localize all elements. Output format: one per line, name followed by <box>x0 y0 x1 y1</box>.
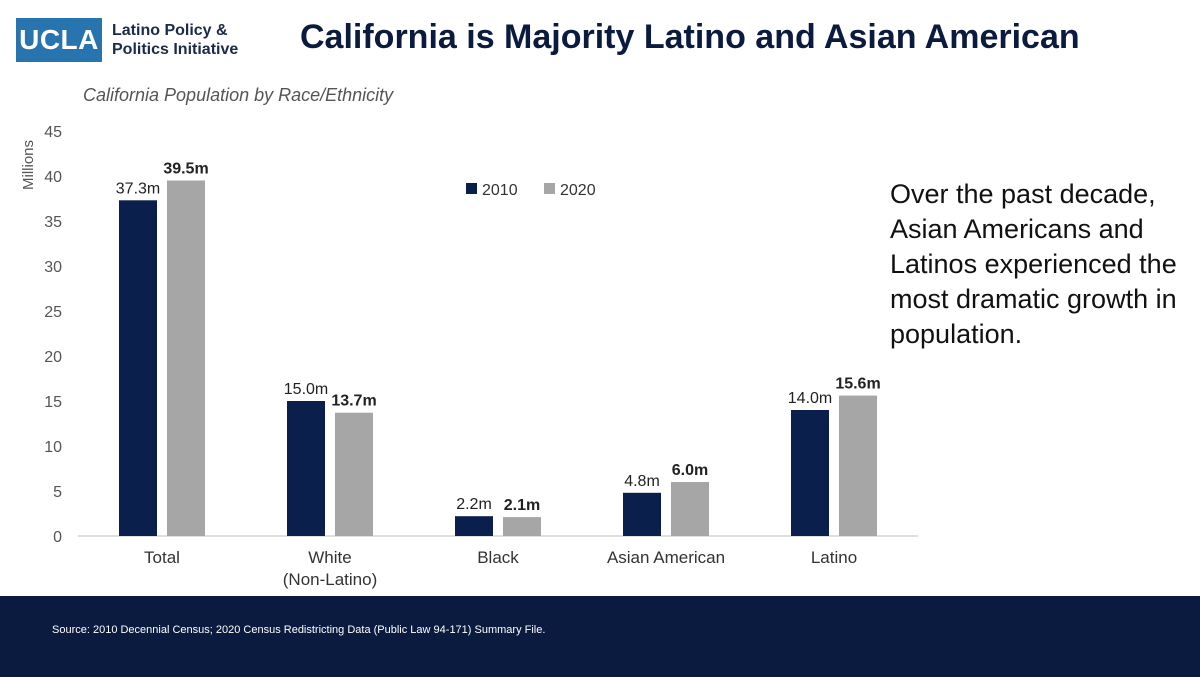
initiative-name: Latino Policy & Politics Initiative <box>112 21 238 59</box>
bar-2020 <box>167 180 205 536</box>
x-category-label: (Non-Latino) <box>283 570 378 589</box>
y-tick-label: 10 <box>44 439 62 456</box>
data-label-2010: 4.8m <box>624 473 660 490</box>
x-category-label: White <box>308 548 351 567</box>
x-category-label: Asian American <box>607 548 725 567</box>
data-label-2020: 15.6m <box>835 376 880 393</box>
source-note: Source: 2010 Decennial Census; 2020 Cens… <box>52 624 546 636</box>
x-category-label: Total <box>144 548 180 567</box>
chart-subtitle: California Population by Race/Ethnicity <box>83 85 394 105</box>
callout-text: Over the past decade, Asian Americans an… <box>890 179 1177 349</box>
data-label-2010: 37.3m <box>116 180 160 197</box>
footer-bar: Source: 2010 Decennial Census; 2020 Cens… <box>0 596 1200 677</box>
y-tick-label: 40 <box>44 169 62 186</box>
data-label-2020: 39.5m <box>163 161 208 178</box>
y-tick-label: 20 <box>44 349 62 366</box>
x-category-label: Latino <box>811 548 857 567</box>
data-label-2020: 13.7m <box>331 393 376 410</box>
data-label-2010: 15.0m <box>284 381 328 398</box>
data-label-2010: 2.2m <box>456 496 492 513</box>
bar-2010 <box>287 401 325 536</box>
page-title: California is Majority Latino and Asian … <box>300 18 1080 56</box>
y-tick-label: 25 <box>44 304 62 321</box>
bar-2020 <box>335 412 373 536</box>
y-tick-label: 5 <box>53 484 62 501</box>
legend-swatch-2010 <box>466 183 477 194</box>
bar-2020 <box>671 482 709 536</box>
x-category-label: Black <box>477 548 519 567</box>
y-axis-label: Millions <box>20 140 37 190</box>
y-tick-label: 35 <box>44 214 62 231</box>
y-tick-label: 45 <box>44 124 62 141</box>
data-label-2020: 2.1m <box>504 497 540 514</box>
initiative-name-line1: Latino Policy & <box>112 22 228 39</box>
ucla-logo: UCLA Latino Policy & Politics Initiative <box>16 18 238 62</box>
y-tick-label: 0 <box>53 529 62 546</box>
ucla-logo-mark: UCLA <box>16 18 102 62</box>
bar-2020 <box>839 395 877 536</box>
bar-2010 <box>791 410 829 536</box>
bar-2010 <box>623 492 661 536</box>
bar-2010 <box>119 200 157 537</box>
legend-label-2010: 2010 <box>482 182 518 199</box>
initiative-name-line2: Politics Initiative <box>112 41 239 58</box>
y-tick-label: 30 <box>44 259 62 276</box>
bar-2010 <box>455 516 493 536</box>
legend-label-2020: 2020 <box>560 182 596 199</box>
data-label-2010: 14.0m <box>788 390 832 407</box>
y-tick-label: 15 <box>44 394 62 411</box>
legend-swatch-2020 <box>544 183 555 194</box>
bar-2020 <box>503 517 541 536</box>
data-label-2020: 6.0m <box>672 462 708 479</box>
